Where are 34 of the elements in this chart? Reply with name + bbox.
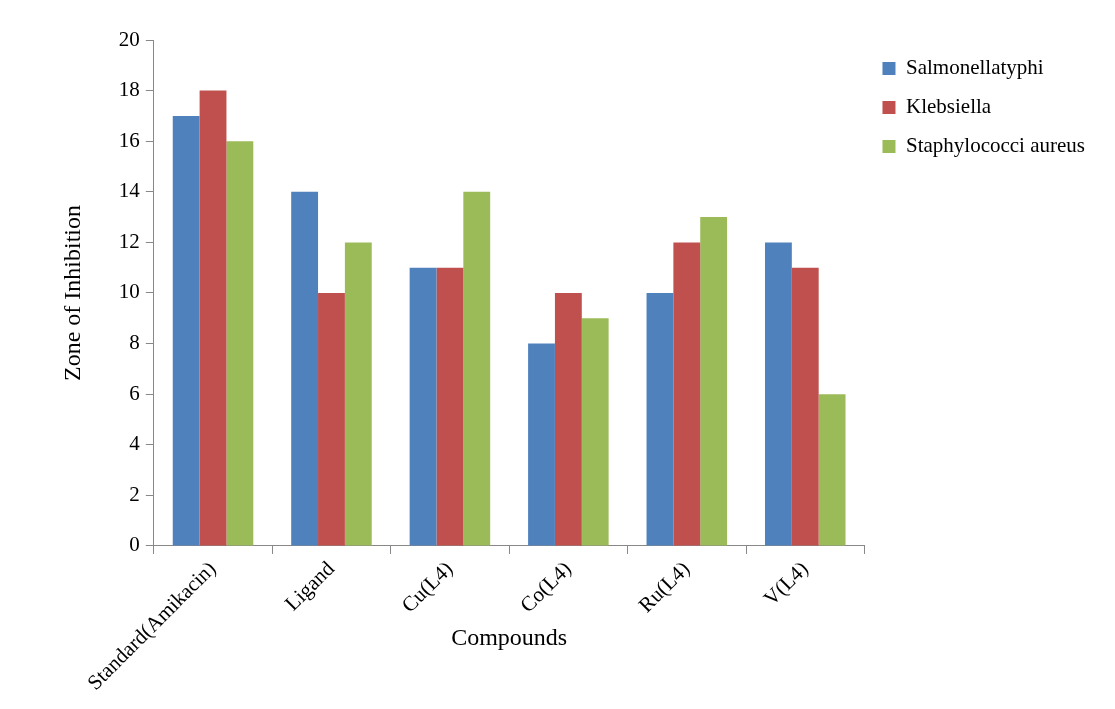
y-tick-label: 10 bbox=[118, 279, 140, 304]
y-tick-label: 8 bbox=[129, 330, 140, 355]
bar bbox=[463, 191, 491, 546]
y-tick-label: 6 bbox=[129, 380, 140, 405]
bar bbox=[199, 90, 227, 546]
bar bbox=[554, 292, 582, 546]
y-tick-label: 16 bbox=[118, 127, 140, 152]
bar bbox=[673, 242, 701, 546]
bar bbox=[409, 267, 437, 546]
bar bbox=[528, 343, 555, 546]
y-tick-label: 18 bbox=[118, 77, 140, 102]
y-axis-title: Zone of Inhibition bbox=[58, 204, 85, 381]
y-tick-label: 12 bbox=[118, 228, 140, 253]
y-tick-label: 4 bbox=[129, 431, 141, 456]
bar bbox=[581, 318, 609, 546]
bar bbox=[700, 217, 728, 546]
y-tick-label: 2 bbox=[129, 481, 140, 506]
legend-label: Klebsiella bbox=[905, 94, 992, 119]
bar bbox=[436, 267, 464, 546]
bar bbox=[226, 141, 254, 546]
legend-label: Salmonellatyphi bbox=[905, 55, 1044, 80]
bar bbox=[344, 242, 372, 546]
y-tick-label: 20 bbox=[118, 26, 140, 51]
bar bbox=[172, 115, 200, 546]
y-tick-label: 14 bbox=[118, 178, 141, 203]
bar bbox=[646, 292, 674, 546]
bar bbox=[818, 394, 846, 546]
bar bbox=[791, 267, 819, 546]
x-axis-title: Compounds bbox=[451, 624, 568, 651]
y-tick-label: 0 bbox=[129, 532, 140, 557]
bar bbox=[291, 191, 319, 546]
bar bbox=[764, 242, 792, 546]
bar bbox=[318, 292, 345, 546]
legend-label: Staphylococci aureus bbox=[905, 133, 1086, 158]
